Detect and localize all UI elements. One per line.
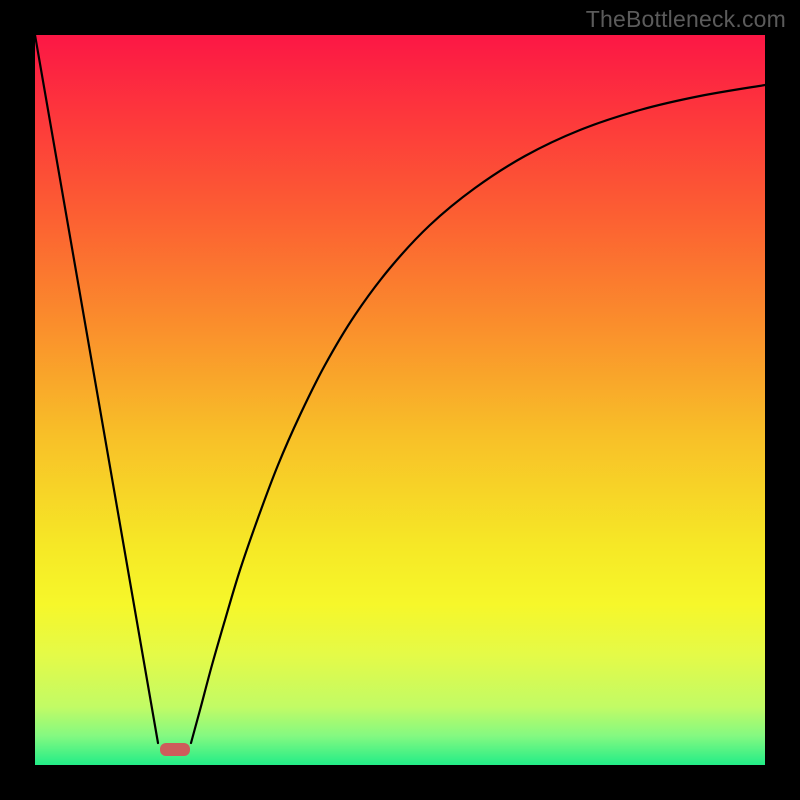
chart-container: TheBottleneck.com [0,0,800,800]
bottom-marker [160,743,190,756]
plot-area [35,35,765,765]
watermark-text: TheBottleneck.com [586,6,786,33]
chart-svg [0,0,800,800]
